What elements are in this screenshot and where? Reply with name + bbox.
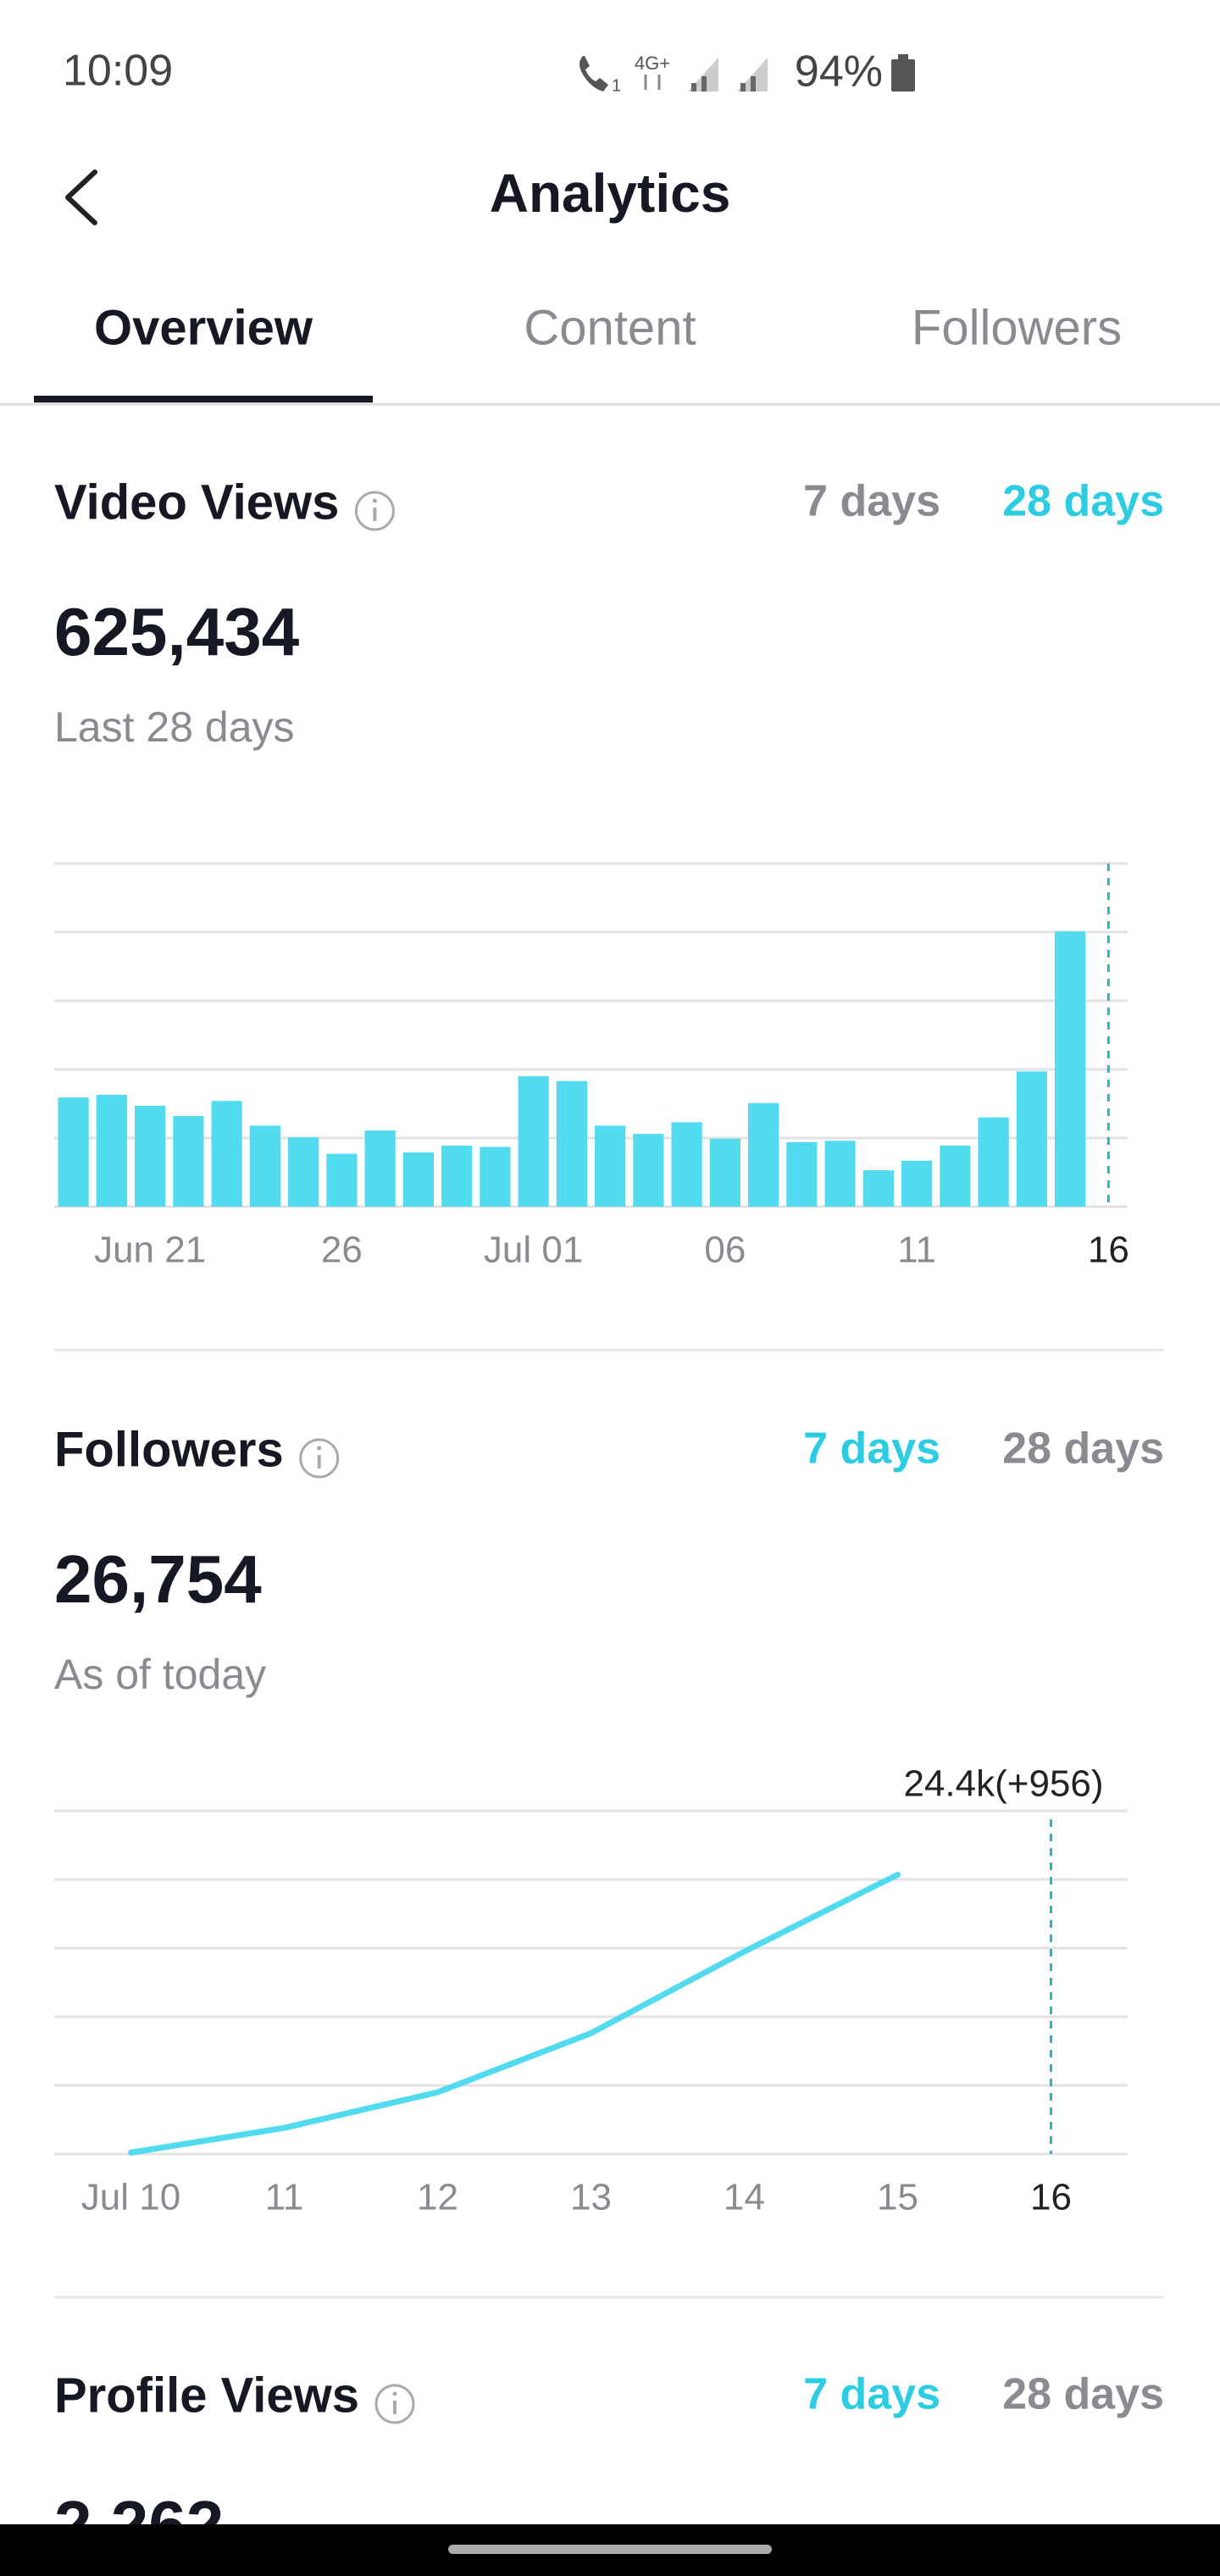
status-network: 4G+: [635, 53, 670, 74]
info-icon-dot: [372, 498, 377, 503]
bar: [249, 1125, 280, 1207]
page-title: Analytics: [490, 163, 731, 224]
bar: [480, 1146, 511, 1207]
x-tick-label: 06: [704, 1230, 746, 1271]
bar: [58, 1097, 89, 1207]
data-arrows: [644, 75, 661, 90]
range-toggle[interactable]: 7 days: [803, 477, 940, 526]
range-toggle[interactable]: 28 days: [1002, 2370, 1164, 2419]
battery-cap: [898, 54, 908, 59]
range-toggle[interactable]: 7 days: [803, 1424, 940, 1474]
tab[interactable]: Overview: [94, 300, 313, 355]
bar: [402, 1152, 434, 1207]
info-icon-dot: [392, 2391, 397, 2396]
signal-bars: [691, 76, 756, 92]
tab[interactable]: Followers: [912, 300, 1122, 355]
bar: [1055, 931, 1086, 1207]
back-button[interactable]: [65, 169, 97, 225]
bar: [595, 1125, 626, 1207]
bar: [633, 1134, 664, 1207]
bar: [748, 1102, 779, 1207]
tab[interactable]: Content: [524, 300, 696, 355]
info-icon[interactable]: [299, 1438, 340, 1479]
x-tick-label: 26: [321, 1230, 363, 1271]
total-value: 625,434: [54, 594, 300, 669]
x-tick-label: 12: [417, 2177, 458, 2218]
home-indicator[interactable]: [448, 2545, 772, 2554]
bar: [441, 1145, 473, 1207]
range-toggle[interactable]: 7 days: [803, 2370, 940, 2419]
x-tick-label: 15: [877, 2177, 918, 2218]
x-tick-label: Jul 10: [81, 2177, 180, 2218]
section-title: Profile Views: [54, 2368, 359, 2423]
info-icon[interactable]: [354, 491, 395, 531]
bar: [96, 1094, 127, 1207]
bar: [824, 1141, 856, 1207]
bar: [326, 1153, 358, 1207]
bar: [364, 1130, 396, 1207]
bar: [786, 1141, 818, 1207]
info-icon[interactable]: [374, 2384, 415, 2424]
x-tick-label: Jun 21: [94, 1230, 206, 1271]
bar: [709, 1138, 740, 1207]
bar: [862, 1170, 894, 1207]
call-icon: [580, 56, 608, 92]
range-toggle[interactable]: 28 days: [1002, 477, 1164, 526]
range-toggle[interactable]: 28 days: [1002, 1424, 1164, 1474]
bar: [211, 1101, 242, 1207]
info-icon-dot: [317, 1446, 322, 1451]
bar: [135, 1105, 166, 1207]
bar: [901, 1160, 933, 1207]
bar: [1016, 1071, 1047, 1207]
x-tick-label: 14: [724, 2177, 765, 2218]
x-tick-label: 13: [570, 2177, 612, 2218]
bar: [173, 1116, 204, 1207]
tab-underline: [34, 396, 373, 402]
bar: [556, 1080, 587, 1207]
x-tick-label: 16: [1030, 2177, 1072, 2218]
x-tick-label: Jul 01: [484, 1230, 583, 1271]
status-battery-text: 94%: [795, 47, 883, 97]
status-time: 10:09: [63, 47, 173, 96]
bar: [978, 1117, 1009, 1207]
x-tick-label: 11: [897, 1230, 936, 1271]
line: [128, 1871, 901, 2156]
bar: [518, 1076, 549, 1207]
bar: [288, 1137, 319, 1207]
total-caption: Last 28 days: [54, 703, 295, 751]
status-sim: 1: [612, 76, 621, 95]
total-caption: As of today: [54, 1651, 266, 1698]
bar: [671, 1122, 702, 1207]
battery: [891, 59, 915, 92]
bar: [940, 1145, 971, 1207]
x-tick-label: 11: [265, 2177, 304, 2218]
section-title: Video Views: [54, 475, 339, 530]
total-value: 26,754: [54, 1541, 262, 1617]
section-title: Followers: [54, 1422, 284, 1477]
annotation: 24.4k(+956): [903, 1763, 1103, 1805]
x-tick-label: 16: [1088, 1230, 1129, 1271]
